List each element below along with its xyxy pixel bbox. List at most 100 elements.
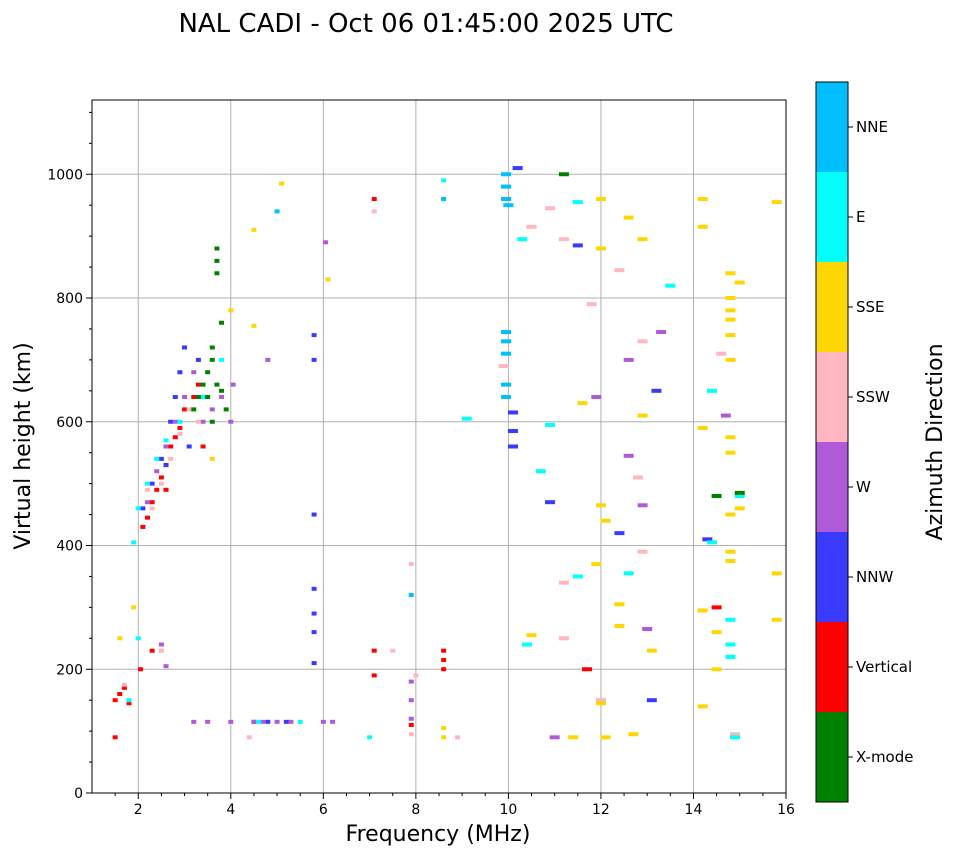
grid-lines (92, 100, 787, 794)
series-sse (117, 181, 782, 740)
echo-point (725, 450, 736, 455)
echo-point (163, 664, 169, 669)
echo-point (311, 333, 317, 338)
echo-point (195, 382, 201, 387)
echo-point (205, 370, 211, 375)
echo-point (558, 172, 569, 177)
echo-point (168, 419, 174, 424)
echo-point (656, 330, 667, 335)
echo-point (501, 395, 512, 399)
echo-point (526, 224, 537, 229)
echo-point (725, 435, 736, 440)
echo-point (149, 481, 155, 486)
echo-point (623, 453, 634, 458)
colorbar-label: Azimuth Direction (923, 343, 948, 540)
echo-point (279, 181, 285, 186)
echo-point (725, 308, 736, 313)
x-tick-label: 8 (411, 802, 420, 818)
echo-point (323, 240, 329, 245)
echo-point (320, 719, 326, 724)
echo-point (408, 562, 414, 567)
echo-point (149, 506, 155, 511)
echo-point (311, 586, 317, 591)
echo-point (591, 562, 602, 567)
echo-point (246, 735, 252, 740)
echo-point (711, 667, 722, 672)
x-tick-label: 12 (592, 802, 610, 818)
y-tick-label: 600 (56, 415, 83, 431)
series-vertical (112, 197, 722, 740)
echo-point (706, 540, 717, 545)
echo-point (642, 627, 653, 632)
echo-point (163, 444, 169, 449)
echo-point (501, 330, 512, 335)
echo-point (408, 722, 414, 727)
echo-point (501, 339, 512, 344)
echo-point (311, 512, 317, 517)
echo-point (697, 197, 708, 201)
colorbar-tick-label: SSE (856, 298, 885, 316)
echo-point (725, 357, 736, 362)
series-w (145, 240, 731, 740)
echo-point (135, 636, 141, 641)
echo-point (288, 719, 294, 724)
echo-point (195, 395, 201, 399)
echo-point (508, 444, 519, 449)
echo-point (501, 351, 512, 356)
echo-point (614, 531, 625, 536)
echo-point (168, 456, 174, 461)
echo-point (408, 732, 414, 737)
echo-point (367, 735, 373, 740)
echo-point (711, 630, 722, 635)
echo-point (716, 351, 727, 356)
chart-title: NAL CADI - Oct 06 01:45:00 2025 UTC (178, 9, 673, 39)
echo-point (117, 692, 123, 696)
echo-point (711, 494, 722, 498)
echo-point (730, 735, 741, 740)
y-tick-label: 800 (56, 291, 83, 307)
echo-point (186, 407, 192, 412)
echo-point (230, 382, 236, 387)
echo-point (665, 283, 676, 288)
colorbar-tick-label: W (856, 478, 871, 496)
series-nnw (140, 166, 713, 724)
echo-point (614, 268, 625, 273)
series-e (126, 178, 745, 740)
azimuth-colorbar: X-mode Vertical NNW W SSW SSE E NNE (815, 81, 913, 803)
echo-point (158, 456, 164, 461)
echo-point (711, 605, 722, 610)
echo-point (595, 197, 606, 201)
colorbar-tick-label: SSW (856, 388, 890, 406)
echo-point (600, 518, 611, 523)
echo-point (771, 617, 782, 622)
echo-point (140, 506, 146, 511)
echo-point (140, 524, 146, 529)
echo-point (441, 197, 447, 201)
echo-point (214, 382, 220, 387)
x-tick-label: 6 (319, 802, 328, 818)
echo-point (371, 197, 377, 201)
echo-point (325, 277, 331, 282)
echo-point (145, 515, 151, 520)
echo-point (651, 388, 662, 393)
series-nne (274, 172, 514, 597)
echo-point (441, 657, 447, 662)
echo-point (274, 209, 280, 214)
echo-point (158, 475, 164, 480)
echo-point (545, 206, 556, 211)
echo-point (582, 667, 593, 672)
echo-point (734, 490, 745, 495)
echo-point (595, 246, 606, 251)
x-tick-label: 2 (134, 802, 143, 818)
echo-point (177, 370, 183, 375)
echo-point (209, 357, 215, 362)
echo-point (517, 237, 528, 242)
echo-point (697, 224, 708, 229)
echo-point (501, 172, 512, 177)
echo-point (177, 425, 183, 430)
echo-point (186, 444, 192, 449)
echo-point (441, 648, 447, 653)
x-tick-label: 14 (685, 802, 703, 818)
echo-point (158, 648, 164, 653)
colorbar-segment (816, 712, 848, 802)
